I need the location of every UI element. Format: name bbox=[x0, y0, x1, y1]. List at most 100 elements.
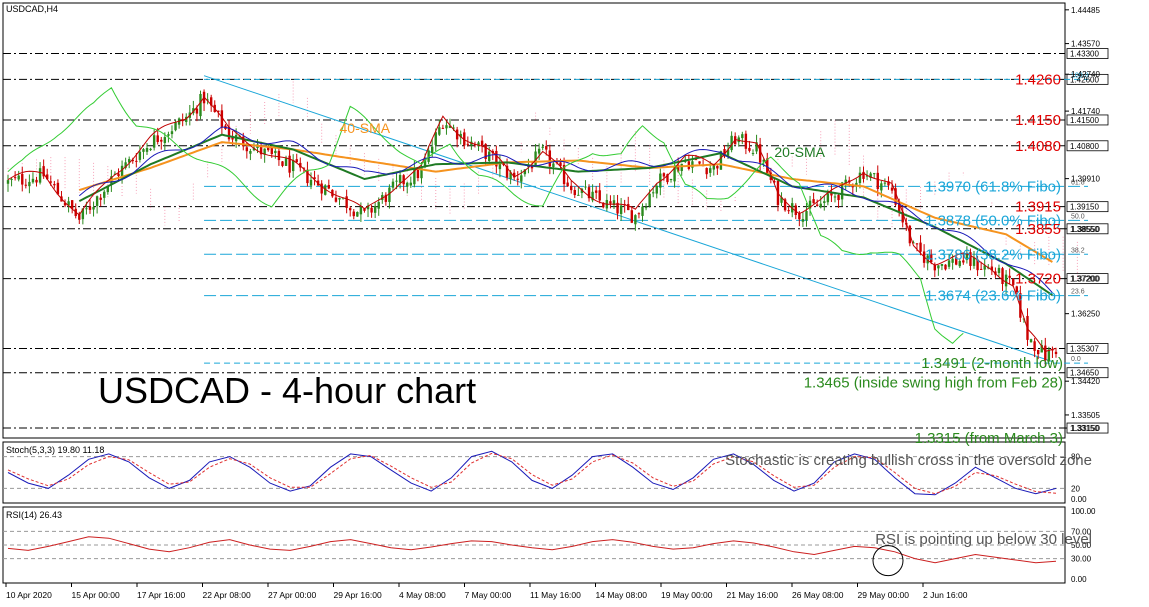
candle-body bbox=[78, 213, 81, 220]
candle-body bbox=[452, 127, 455, 129]
candle-body bbox=[245, 147, 249, 152]
candle-body bbox=[919, 242, 922, 252]
candle-body bbox=[163, 137, 167, 144]
candle-body bbox=[509, 172, 512, 180]
candle-body bbox=[815, 204, 819, 206]
candle-body bbox=[35, 179, 38, 183]
candle-body bbox=[634, 215, 637, 225]
candle-body bbox=[751, 153, 755, 155]
stoch-tick-label: 80 bbox=[1071, 453, 1080, 462]
candle-body bbox=[965, 253, 969, 261]
candle-body bbox=[880, 183, 883, 191]
candle-body bbox=[395, 180, 398, 182]
candle-body bbox=[798, 212, 801, 220]
candle-body bbox=[124, 162, 127, 168]
candle-body bbox=[712, 164, 715, 170]
candle-body bbox=[209, 97, 213, 106]
price-box bbox=[1066, 223, 1109, 235]
level-label: 1.3786 (38.2% Fibo) bbox=[925, 246, 1061, 263]
candle-body bbox=[773, 181, 776, 183]
candle-body bbox=[698, 161, 701, 164]
price-box-label: 1.34650 bbox=[1070, 369, 1099, 378]
candle-body bbox=[242, 136, 245, 147]
candle-body bbox=[99, 197, 102, 200]
candle-body bbox=[167, 134, 170, 136]
candle-body bbox=[345, 196, 348, 208]
x-tick-label: 4 May 08:00 bbox=[399, 590, 446, 600]
candle-body bbox=[587, 187, 591, 199]
candle-body bbox=[680, 163, 683, 172]
candle-body bbox=[883, 182, 887, 184]
rsi-note: RSI is pointing up below 30 level bbox=[875, 531, 1092, 548]
level-label: 1.4260 bbox=[1015, 71, 1061, 88]
candle-body bbox=[559, 162, 562, 166]
candle-body bbox=[67, 201, 70, 206]
stoch-tick-label: 0.00 bbox=[1071, 495, 1087, 504]
candle-body bbox=[49, 181, 52, 183]
candle-body bbox=[259, 146, 263, 155]
candle-body bbox=[865, 175, 869, 177]
x-tick-label: 21 May 16:00 bbox=[727, 590, 779, 600]
candle-body bbox=[270, 147, 273, 155]
candle-body bbox=[619, 205, 623, 215]
candle-body bbox=[741, 134, 744, 139]
candle-body bbox=[570, 185, 573, 191]
price-tick-label: 1.38550 bbox=[1071, 225, 1100, 234]
candle-body bbox=[142, 149, 145, 152]
candle-body bbox=[719, 151, 723, 170]
x-tick-label: 14 May 08:00 bbox=[596, 590, 648, 600]
candle-body bbox=[1008, 275, 1011, 278]
price-box bbox=[1066, 422, 1109, 434]
candle-body bbox=[915, 243, 919, 245]
candle-body bbox=[716, 166, 719, 169]
candle-body bbox=[281, 161, 284, 166]
candle-body bbox=[427, 150, 430, 162]
candle-body bbox=[21, 173, 24, 185]
candle-body bbox=[423, 159, 427, 166]
candle-body bbox=[160, 139, 163, 142]
candle-body bbox=[637, 213, 641, 215]
candle-body bbox=[192, 108, 195, 114]
slow-line bbox=[78, 126, 1053, 294]
candle-body bbox=[858, 172, 862, 184]
price-box-label: 1.38550 bbox=[1070, 225, 1099, 234]
candle-body bbox=[912, 242, 915, 244]
candle-body bbox=[762, 159, 765, 162]
x-tick-label: 29 Apr 16:00 bbox=[334, 590, 382, 600]
candle-body bbox=[24, 184, 28, 186]
candle-body bbox=[940, 263, 944, 266]
candle-body bbox=[705, 168, 708, 175]
candle-body bbox=[92, 207, 95, 210]
candle-body bbox=[709, 168, 712, 173]
candle-body bbox=[947, 260, 951, 267]
level-label: 1.3878 (50.0% Fibo) bbox=[925, 212, 1061, 229]
candle-body bbox=[962, 260, 965, 263]
price-tick-label: 1.39910 bbox=[1071, 175, 1100, 184]
candle-body bbox=[1015, 286, 1018, 293]
candle-body bbox=[527, 166, 530, 168]
candle-body bbox=[441, 127, 445, 129]
candle-body bbox=[837, 195, 840, 201]
x-tick-label: 10 Apr 2020 bbox=[6, 590, 52, 600]
rsi-tick-label: 30.00 bbox=[1071, 555, 1092, 564]
candle-body bbox=[644, 207, 648, 209]
candle-body bbox=[954, 257, 958, 265]
candle-body bbox=[398, 175, 402, 183]
candle-body bbox=[46, 174, 49, 180]
candle-body bbox=[349, 208, 352, 211]
candle-body bbox=[338, 198, 341, 200]
candle-body bbox=[406, 182, 409, 187]
candle-body bbox=[356, 212, 359, 217]
candle-body bbox=[887, 181, 890, 186]
candle-body bbox=[737, 137, 740, 143]
candle-body bbox=[523, 169, 527, 175]
sma-40-line bbox=[79, 141, 1053, 263]
candle-body bbox=[459, 133, 462, 138]
candle-body bbox=[274, 150, 277, 154]
price-box bbox=[1066, 140, 1109, 152]
candle-body bbox=[844, 179, 847, 185]
candle-body bbox=[359, 206, 363, 215]
price-box-label: 1.39150 bbox=[1070, 203, 1099, 212]
level-label: 1.3674 (23.6% Fibo) bbox=[925, 288, 1061, 305]
candle-body bbox=[755, 142, 758, 152]
